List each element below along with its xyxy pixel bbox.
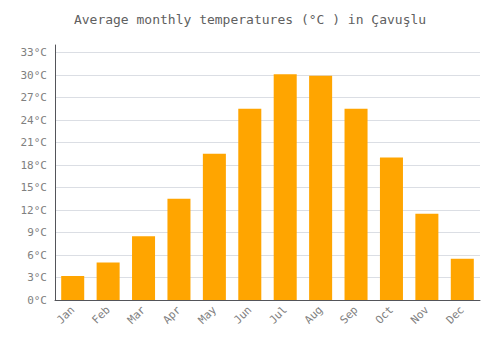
svg-text:Oct: Oct	[373, 303, 396, 326]
svg-text:Jan: Jan	[54, 303, 77, 326]
svg-text:15°C: 15°C	[21, 181, 48, 194]
svg-text:12°C: 12°C	[21, 204, 48, 217]
svg-text:Nov: Nov	[408, 303, 431, 326]
svg-text:Feb: Feb	[89, 303, 112, 326]
svg-text:9°C: 9°C	[27, 226, 47, 239]
svg-text:30°C: 30°C	[21, 69, 48, 82]
svg-text:Sep: Sep	[337, 303, 360, 326]
svg-text:Mar: Mar	[125, 303, 148, 326]
svg-text:Jun: Jun	[231, 303, 254, 326]
svg-text:27°C: 27°C	[21, 91, 48, 104]
svg-text:18°C: 18°C	[21, 159, 48, 172]
svg-text:0°C: 0°C	[27, 294, 47, 307]
svg-text:33°C: 33°C	[21, 46, 48, 59]
svg-text:3°C: 3°C	[27, 271, 47, 284]
svg-text:Average monthly temperatures (: Average monthly temperatures (°C ) in Ça…	[74, 12, 426, 27]
svg-text:Aug: Aug	[302, 303, 325, 326]
svg-text:Dec: Dec	[444, 303, 467, 326]
svg-text:21°C: 21°C	[21, 136, 48, 149]
svg-text:24°C: 24°C	[21, 114, 48, 127]
svg-text:Jul: Jul	[267, 303, 290, 326]
svg-text:May: May	[196, 303, 219, 326]
svg-text:Apr: Apr	[160, 303, 183, 326]
svg-text:6°C: 6°C	[27, 249, 47, 262]
